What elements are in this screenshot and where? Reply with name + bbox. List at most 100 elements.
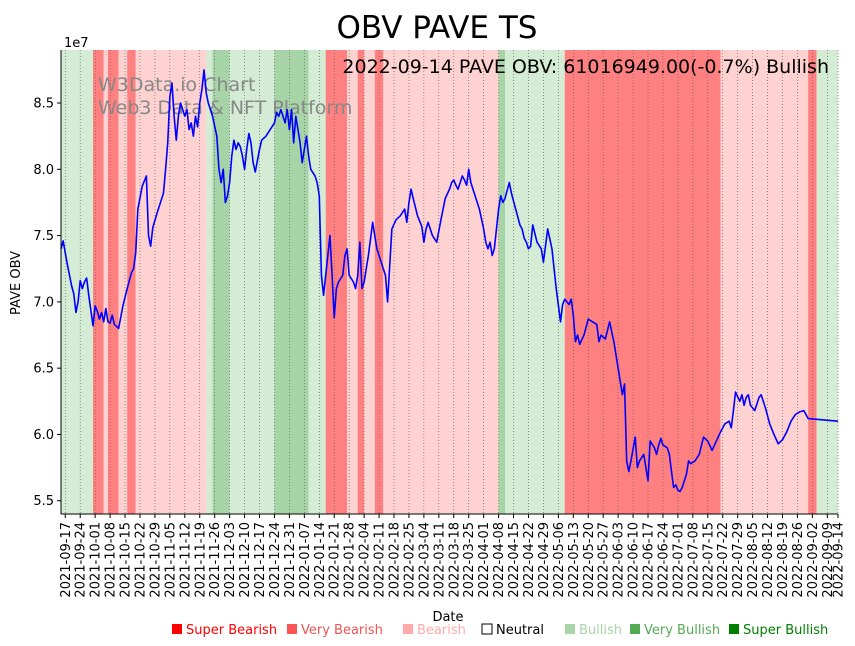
x-tick-label-52: 2022-09-14 [832,522,847,598]
legend-label-0: Super Bearish [186,623,277,638]
obv-series-line [60,69,839,493]
band-18 [383,50,499,514]
x-tick-label-27: 2022-03-25 [462,522,477,598]
x-grid [64,50,839,514]
x-tick-label-40: 2022-06-24 [656,522,671,598]
x-tick-label-28: 2022-04-01 [477,522,492,598]
y-ticks: 5.5 6.0 6.5 7.0 7.5 8.0 8.5 [33,97,61,509]
x-tick-label-29: 2022-04-08 [492,522,507,598]
band-1 [93,50,104,514]
x-tick-label-23: 2022-02-25 [402,522,417,598]
legend-marker-3 [481,623,493,635]
band-14 [347,50,358,514]
legend-marker-6 [729,624,739,634]
x-tick-label-48: 2022-08-19 [776,522,791,598]
band-13 [325,50,348,514]
band-19 [498,50,505,514]
x-tick-label-37: 2022-06-03 [612,522,627,598]
y-tick-label-0: 5.5 [33,494,54,509]
legend-label-4: Bullish [579,623,622,638]
band-22 [720,50,809,514]
x-tick-label-45: 2022-07-29 [731,522,746,598]
x-tick-label-31: 2022-04-22 [522,522,537,598]
band-0 [61,50,94,514]
x-tick-label-41: 2022-07-01 [671,522,686,598]
x-tick-label-19: 2022-01-28 [343,522,358,598]
x-tick-label-16: 2022-01-07 [298,522,313,598]
x-tick-label-24: 2022-03-04 [417,522,432,598]
x-axis-label: Date [432,610,463,625]
x-tick-label-34: 2022-05-13 [567,522,582,598]
x-tick-label-12: 2021-12-10 [238,522,253,598]
x-tick-label-0: 2021-09-17 [59,522,74,598]
x-tick-label-10: 2021-11-26 [208,522,223,598]
x-tick-label-9: 2021-11-19 [193,522,208,598]
band-7 [206,50,213,514]
y-tick-label-6: 8.5 [33,97,54,112]
x-tick-label-22: 2022-02-18 [388,522,403,598]
band-8 [212,50,230,514]
signal-bands [61,50,838,514]
x-tick-label-50: 2022-09-02 [806,522,821,598]
x-tick-label-11: 2021-12-03 [223,522,238,598]
x-tick-label-21: 2022-02-11 [373,522,388,598]
x-tick-label-20: 2022-02-04 [358,522,373,598]
watermark-line-1: W3Data.io Chart [98,74,255,96]
x-tick-label-35: 2022-05-20 [582,522,597,598]
watermark-line-2: Web3 Data & NFT Platform [98,97,352,119]
watermark: W3Data.io Chart Web3 Data & NFT Platform [98,74,352,119]
x-tick-label-13: 2021-12-17 [253,522,268,598]
legend-label-3: Neutral [496,623,544,638]
x-tick-label-8: 2021-11-12 [178,522,193,598]
band-2 [103,50,108,514]
band-3 [107,50,119,514]
legend-label-5: Very Bullish [644,623,720,638]
x-tick-label-2: 2021-10-01 [89,522,104,598]
legend-label-1: Very Bearish [301,623,383,638]
legend-label-2: Bearish [417,623,466,638]
legend-label-6: Super Bullish [743,623,828,638]
band-21 [564,50,721,514]
x-tick-label-36: 2022-05-27 [597,522,612,598]
x-tick-label-4: 2021-10-15 [119,522,134,598]
x-tick-label-39: 2022-06-17 [642,522,657,598]
y-tick-label-4: 7.5 [33,229,54,244]
chart-title: OBV PAVE TS [337,10,538,46]
x-tick-label-7: 2021-11-05 [163,522,178,598]
y-tick-label-5: 8.0 [33,163,54,178]
y-axis-multiplier: 1e7 [64,36,89,51]
x-tick-label-43: 2022-07-15 [701,522,716,598]
x-tick-label-38: 2022-06-10 [627,522,642,598]
y-axis-label: PAVE OBV [9,251,24,315]
y-tick-label-2: 6.5 [33,362,54,377]
x-tick-label-1: 2021-09-24 [74,522,89,598]
x-tick-label-44: 2022-07-22 [716,522,731,598]
legend-marker-1 [287,624,297,634]
band-12 [308,50,326,514]
x-tick-label-42: 2022-07-08 [686,522,701,598]
x-tick-label-47: 2022-08-12 [761,522,776,598]
x-tick-label-17: 2022-01-14 [313,522,328,598]
legend-marker-0 [172,624,182,634]
x-tick-label-33: 2022-05-06 [552,522,567,598]
x-tick-label-15: 2021-12-31 [283,522,298,598]
y-tick-label-1: 6.0 [33,428,54,443]
band-16 [364,50,375,514]
x-tick-label-49: 2022-08-26 [791,522,806,598]
x-tick-label-18: 2022-01-21 [328,522,343,598]
x-tick-label-46: 2022-08-05 [746,522,761,598]
legend-marker-5 [630,624,640,634]
legend: Super Bearish Very Bearish Bearish Neutral B… [172,623,828,638]
band-5 [127,50,136,514]
x-tick-label-14: 2021-12-24 [268,522,283,598]
x-tick-label-3: 2021-10-08 [104,522,119,598]
x-tick-label-25: 2022-03-11 [432,522,447,598]
band-10 [274,50,283,514]
x-tick-label-30: 2022-04-15 [507,522,522,598]
x-tick-label-6: 2021-10-29 [148,522,163,598]
latest-value-annotation: 2022-09-14 PAVE OBV: 61016949.00(-0.7%) … [342,56,829,78]
x-tick-label-51: 2022-09-09 [821,522,836,598]
x-tick-label-5: 2021-10-22 [133,522,148,598]
legend-marker-4 [565,624,575,634]
